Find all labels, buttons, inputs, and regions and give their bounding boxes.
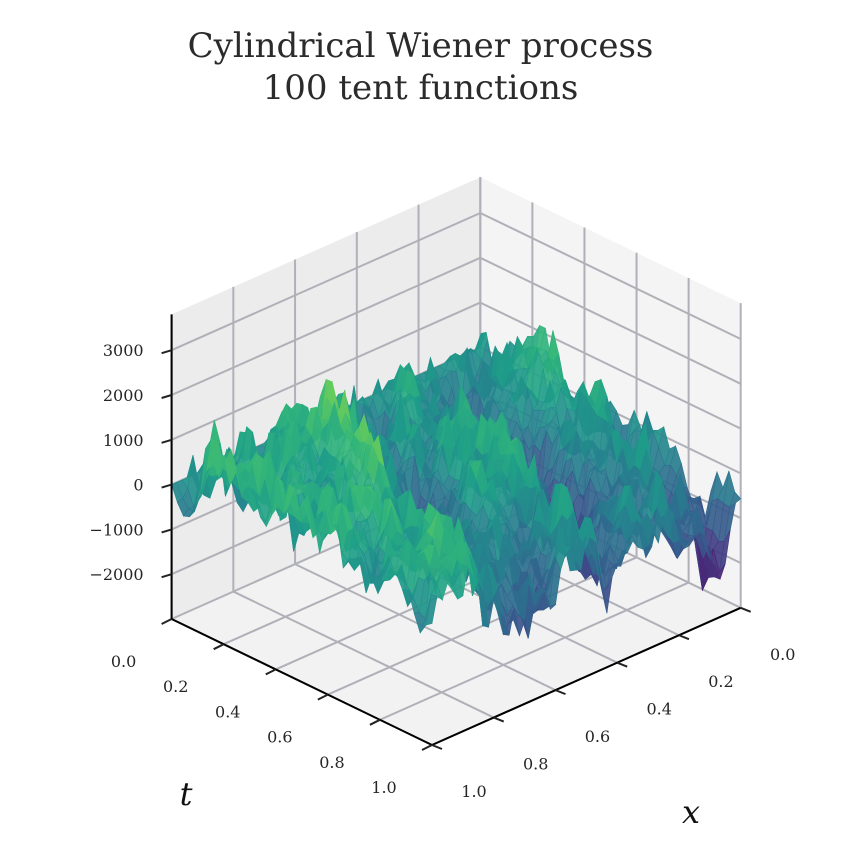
- grid-line: [479, 301, 742, 430]
- z-tick: [161, 438, 172, 444]
- x-tick-label: 0.4: [646, 700, 671, 719]
- x-tick-label: 0.8: [523, 755, 548, 774]
- x-tick: [678, 634, 690, 641]
- z-tick-label: −2000: [89, 565, 143, 584]
- x-tick-label: 0.6: [585, 727, 610, 746]
- x-axis-line: [431, 606, 742, 746]
- t-tick: [421, 744, 433, 751]
- x-tick-label: 0.0: [770, 645, 795, 664]
- grid-line: [327, 556, 637, 696]
- grid-line: [379, 581, 690, 721]
- grid-line: [171, 256, 481, 396]
- grid-line: [479, 256, 742, 385]
- x-tick: [616, 661, 628, 668]
- x-tick: [431, 744, 443, 750]
- z-tick: [161, 573, 172, 579]
- z-tick-label: −1000: [89, 520, 143, 539]
- t-tick-label: 0.0: [111, 652, 136, 671]
- z-tick-label: 2000: [103, 386, 144, 405]
- x-axis-label: x: [682, 793, 700, 831]
- x-tick: [493, 716, 505, 723]
- t-tick-label: 0.8: [319, 753, 344, 772]
- tick-labels: 0.0 0.2 0.4 0.6 0.8 1.0 0.0 0.2 0.4 0.6 0.8 1.0 3000…: [89, 341, 795, 831]
- z-tick: [161, 394, 172, 399]
- z-tick-label: 3000: [103, 341, 144, 360]
- chart-title-line-1: Cylindrical Wiener process: [187, 26, 654, 66]
- t-tick: [265, 668, 277, 676]
- grid-line: [171, 301, 481, 441]
- z-tick-label: 1000: [103, 431, 144, 450]
- grid-line: [479, 212, 742, 340]
- t-tick: [317, 693, 329, 701]
- x-tick-label: 1.0: [461, 782, 486, 801]
- grid-line: [171, 212, 481, 352]
- z-tick: [161, 528, 172, 534]
- t-axis-line: [171, 618, 433, 746]
- t-tick-label: 0.4: [215, 702, 240, 721]
- z-tick-label: 0: [133, 476, 143, 495]
- t-tick-label: 0.2: [163, 677, 188, 696]
- t-tick: [369, 718, 381, 726]
- axis-lines: [161, 314, 752, 751]
- x-tick: [555, 689, 566, 696]
- surface: [171, 325, 742, 639]
- grid-line: [232, 590, 495, 719]
- x-tick-label: 0.2: [708, 672, 733, 691]
- grid-line: [294, 563, 556, 692]
- t-tick-label: 0.6: [267, 728, 292, 747]
- x-tick: [740, 606, 752, 613]
- t-tick-label: 1.0: [371, 778, 396, 797]
- t-tick: [213, 643, 225, 651]
- z-tick: [161, 349, 172, 355]
- t-tick: [161, 618, 173, 625]
- z-tick: [161, 483, 172, 489]
- chart-title-line-2: 100 tent functions: [262, 68, 579, 108]
- surface-facet: [425, 594, 438, 626]
- t-axis-label: t: [180, 775, 193, 813]
